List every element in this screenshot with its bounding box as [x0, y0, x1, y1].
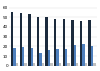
Bar [37, 17, 39, 66]
Bar [56, 49, 59, 66]
Bar [88, 20, 91, 66]
Bar [80, 21, 82, 66]
Bar [67, 63, 70, 66]
Bar [59, 63, 61, 66]
Bar [16, 63, 18, 66]
Bar [50, 63, 53, 66]
Bar [63, 19, 65, 66]
Bar [93, 63, 96, 66]
Bar [74, 45, 76, 66]
Bar [20, 13, 22, 66]
Bar [31, 48, 33, 66]
Bar [13, 48, 16, 66]
Bar [33, 63, 35, 66]
Bar [65, 49, 67, 66]
Bar [11, 12, 13, 66]
Bar [39, 53, 42, 66]
Bar [28, 14, 31, 66]
Bar [24, 63, 27, 66]
Bar [54, 19, 56, 66]
Bar [45, 17, 48, 66]
Bar [22, 47, 24, 66]
Bar [76, 63, 78, 66]
Bar [71, 20, 74, 66]
Bar [42, 63, 44, 66]
Bar [48, 50, 50, 66]
Bar [82, 44, 85, 66]
Bar [91, 46, 93, 66]
Bar [85, 63, 87, 66]
